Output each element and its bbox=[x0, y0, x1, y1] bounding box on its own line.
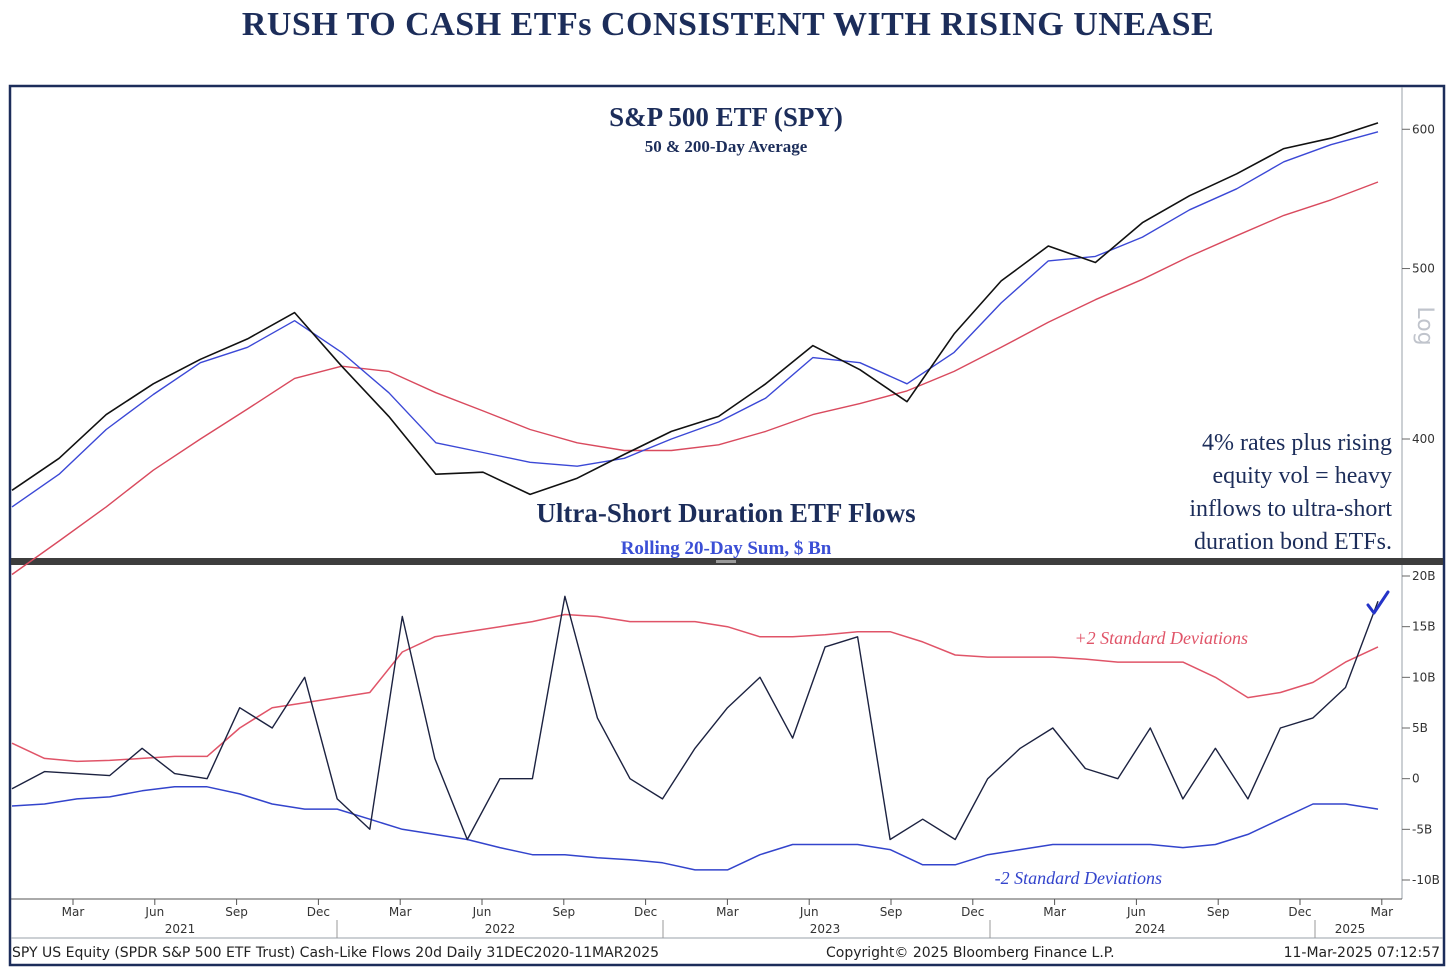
flows-panel-subtitle: Rolling 20-Day Sum, $ Bn bbox=[621, 538, 832, 559]
annotation-box: 4% rates plus rising equity vol = heavy … bbox=[1189, 430, 1392, 555]
flows-y-axis: 20B 15B 10B 5B 0 -5B -10B bbox=[1402, 569, 1440, 887]
x-month-label: Dec bbox=[961, 905, 984, 919]
flows-series-group bbox=[11, 595, 1379, 871]
x-year-label: 2022 bbox=[485, 922, 516, 936]
footer-timestamp: 11-Mar-2025 07:12:57 bbox=[1284, 945, 1440, 961]
flow-tick-label: 15B bbox=[1412, 620, 1436, 634]
x-month-label: Mar bbox=[389, 905, 412, 919]
spy-panel-subtitle: 50 & 200-Day Average bbox=[645, 137, 808, 156]
x-month-label: Mar bbox=[1370, 905, 1393, 919]
x-axis-labels: Mar Jun Sep Dec Mar Jun Sep Dec Mar Jun Sep Dec Mar J… bbox=[62, 899, 1393, 938]
x-year-label: 2021 bbox=[165, 922, 196, 936]
spy-y-axis: 400 500 600 bbox=[1402, 122, 1435, 446]
x-year-label: 2023 bbox=[810, 922, 841, 936]
x-month-label: Dec bbox=[1288, 905, 1311, 919]
x-month-label: Dec bbox=[307, 905, 330, 919]
flow-tick-label: -5B bbox=[1412, 822, 1432, 836]
footer-source: SPY US Equity (SPDR S&P 500 ETF Trust) C… bbox=[12, 945, 659, 961]
spy-panel-title: S&P 500 ETF (SPY) bbox=[609, 102, 843, 132]
spy-200day-line bbox=[11, 181, 1379, 576]
upper-band-label: +2 Standard Deviations bbox=[1075, 628, 1248, 648]
x-month-label: Sep bbox=[225, 905, 248, 919]
x-month-label: Sep bbox=[552, 905, 575, 919]
annotation-line-3: inflows to ultra-short bbox=[1189, 496, 1392, 522]
annotation-line-2: equity vol = heavy bbox=[1213, 463, 1393, 489]
flows-panel-title: Ultra-Short Duration ETF Flows bbox=[536, 498, 915, 528]
x-month-label: Mar bbox=[62, 905, 85, 919]
footer-copyright: Copyright© 2025 Bloomberg Finance L.P. bbox=[826, 945, 1115, 961]
checkmark-icon bbox=[1366, 590, 1390, 615]
spy-tick-label: 500 bbox=[1412, 262, 1435, 276]
spy-series-group bbox=[11, 122, 1379, 576]
spy-price-line bbox=[11, 122, 1379, 496]
flows-line bbox=[11, 595, 1379, 841]
log-scale-label: Log bbox=[1412, 306, 1437, 345]
upper-band-line bbox=[11, 613, 1379, 763]
x-month-label: Jun bbox=[1126, 905, 1146, 919]
x-month-label: Sep bbox=[880, 905, 903, 919]
spy-50day-line bbox=[11, 131, 1379, 508]
page-title: RUSH TO CASH ETFs CONSISTENT WITH RISING… bbox=[241, 6, 1215, 43]
annotation-line-1: 4% rates plus rising bbox=[1202, 430, 1392, 456]
x-year-label: 2024 bbox=[1135, 922, 1166, 936]
spy-tick-label: 600 bbox=[1412, 122, 1435, 136]
x-month-label: Jun bbox=[472, 905, 492, 919]
x-year-label: 2025 bbox=[1335, 922, 1366, 936]
spy-tick-label: 400 bbox=[1412, 432, 1435, 446]
x-month-label: Mar bbox=[716, 905, 739, 919]
flow-tick-label: 20B bbox=[1412, 569, 1436, 583]
x-month-label: Mar bbox=[1043, 905, 1066, 919]
flow-tick-label: 10B bbox=[1412, 670, 1436, 684]
annotation-line-4: duration bond ETFs. bbox=[1194, 529, 1392, 555]
flow-tick-label: -10B bbox=[1412, 873, 1440, 887]
x-month-label: Jun bbox=[144, 905, 164, 919]
chart-frame bbox=[8, 84, 1446, 967]
panel-divider-grip[interactable] bbox=[716, 560, 736, 563]
flow-tick-label: 5B bbox=[1412, 721, 1428, 735]
x-month-label: Sep bbox=[1207, 905, 1230, 919]
x-month-label: Dec bbox=[634, 905, 657, 919]
flow-tick-label: 0 bbox=[1412, 772, 1420, 786]
x-month-label: Jun bbox=[799, 905, 819, 919]
lower-band-line bbox=[11, 786, 1379, 871]
lower-band-label: -2 Standard Deviations bbox=[995, 868, 1162, 888]
